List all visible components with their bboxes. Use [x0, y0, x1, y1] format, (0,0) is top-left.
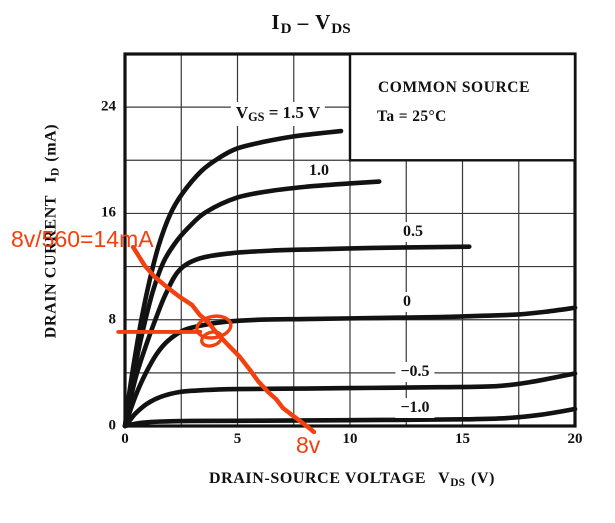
legend-temperature: Ta = 25°C	[377, 108, 447, 125]
title-id-symbol: I	[271, 10, 281, 34]
curve-label-vgs-1p5: VGS = 1.5 V	[230, 101, 326, 127]
y-axis-symbol: I	[42, 176, 60, 183]
x-axis-subscript: DS	[450, 476, 466, 489]
annotation-operating-point-circle	[195, 314, 233, 340]
annotation-operating-point-circle	[200, 330, 224, 348]
vgs-symbol: V	[235, 102, 249, 122]
y-tick-label: 16	[101, 204, 116, 221]
vgs-subscript: GS	[248, 110, 265, 125]
annotation-formula-text: 8v/560=14mA	[11, 226, 154, 252]
vgs-curve	[122, 179, 382, 429]
y-tick-label: 8	[108, 311, 117, 328]
legend-box	[348, 52, 577, 162]
curve-label-minus1p0: −1.0	[395, 398, 435, 418]
vgs-curve	[122, 371, 578, 429]
chart-title: ID – VDS	[271, 10, 350, 38]
title-vds-symbol: V	[315, 10, 332, 34]
title-vds-subscript: DS	[331, 20, 351, 37]
legend-common-source: COMMON SOURCE	[378, 79, 531, 96]
y-tick-label: 0	[108, 417, 117, 434]
vgs-curve	[122, 305, 578, 429]
curve-label-minus0p5: −0.5	[395, 362, 435, 382]
y-axis-unit: (mA)	[42, 123, 60, 162]
vgs-curve	[122, 244, 472, 429]
title-id-subscript: D	[280, 20, 292, 37]
y-tick-label: 24	[101, 98, 116, 115]
x-tick-label: 0	[121, 431, 129, 447]
annotation-load-line	[130, 244, 317, 435]
vgs-value: = 1.5 V	[264, 102, 321, 122]
annotation-8v-label: 8v	[296, 432, 321, 458]
x-axis-unit: (V)	[471, 470, 496, 487]
x-tick-label: 10	[342, 431, 358, 447]
curve-label-1p0: 1.0	[304, 161, 334, 181]
x-tick-label: 15	[455, 431, 470, 447]
x-axis-text: DRAIN-SOURCE VOLTAGE	[208, 470, 427, 487]
y-axis-subscript: D	[49, 167, 62, 177]
vgs-curve	[122, 128, 344, 429]
curve-label-0p5: 0.5	[398, 222, 428, 242]
x-axis-symbol: V	[438, 470, 451, 487]
x-tick-label: 5	[233, 431, 242, 447]
title-dash: –	[291, 10, 316, 34]
curve-label-0: 0	[395, 292, 419, 312]
x-axis-label: DRAIN-SOURCE VOLTAGE VDS (V)	[209, 470, 495, 489]
y-axis-text: DRAIN CURRENT	[42, 194, 60, 339]
x-tick-label: 20	[567, 431, 583, 447]
